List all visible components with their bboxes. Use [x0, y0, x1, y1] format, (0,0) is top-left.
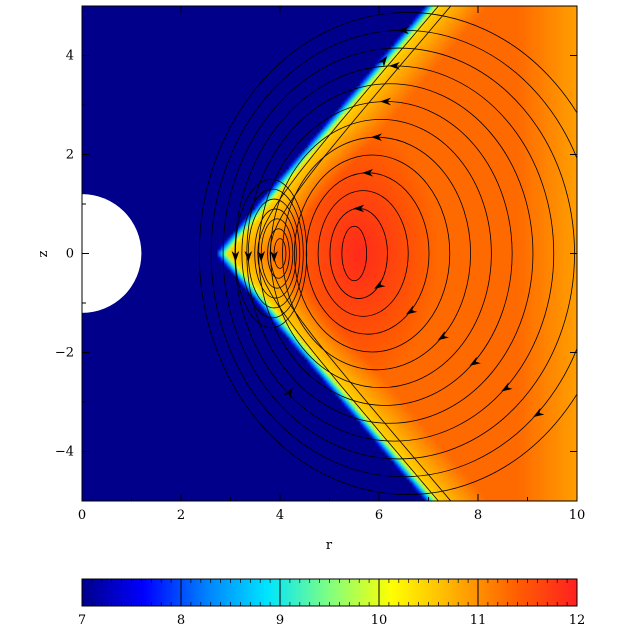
y-tick-label: 0	[66, 247, 74, 262]
y-axis: −4 −2 0 2 4	[55, 5, 577, 502]
x-tick-label: 2	[177, 508, 185, 523]
streamline	[198, 12, 577, 495]
streamline-arrow	[397, 26, 409, 35]
y-axis-label: z	[36, 250, 51, 257]
streamline	[317, 190, 409, 317]
streamline-arrow	[231, 251, 240, 262]
streamline-arrow	[283, 387, 293, 399]
colorbar-tick-label: 12	[569, 613, 586, 628]
streamline	[273, 238, 287, 269]
y-tick-label: 4	[66, 49, 74, 64]
colorbar-tick-label: 11	[470, 613, 487, 628]
y-tick-label: −4	[55, 445, 74, 460]
streamline	[257, 6, 439, 254]
streamline	[269, 253, 452, 501]
streamline-arrow	[371, 133, 383, 142]
colorbar-gradient	[82, 579, 577, 606]
x-axis-label: r	[326, 538, 333, 553]
streamline	[270, 118, 492, 389]
streamline-arrow	[379, 97, 391, 106]
plot-area	[81, 5, 578, 502]
streamline	[254, 208, 297, 299]
streamline-arrow	[405, 305, 418, 315]
streamline	[267, 228, 290, 279]
density-heatmap	[82, 6, 577, 501]
streamline-arrow	[388, 62, 400, 70]
x-axis: 0 2 4 6 8 10	[78, 6, 585, 523]
streamline-arrow	[270, 251, 278, 262]
streamline	[247, 198, 301, 309]
x-tick-label: 4	[276, 508, 284, 523]
streamline-arrow	[244, 251, 253, 262]
streamline-arrow	[257, 251, 266, 262]
streamline	[257, 253, 439, 501]
x-tick-label: 0	[78, 508, 86, 523]
x-tick-label: 8	[474, 508, 482, 523]
streamlines	[198, 6, 577, 501]
streamline	[341, 225, 368, 282]
streamline-arrow	[533, 408, 545, 418]
streamline-arrow	[437, 331, 450, 341]
streamline	[235, 178, 308, 329]
colorbar: 7 8 9 10 11 12	[78, 578, 585, 628]
central-obstacle	[82, 194, 142, 313]
streamline	[241, 188, 304, 319]
streamline	[269, 6, 452, 254]
streamline-arrow	[353, 204, 365, 213]
streamline-arrow	[362, 168, 374, 177]
streamline	[293, 154, 451, 353]
x-tick-label: 10	[569, 508, 586, 523]
colorbar-tick-label: 9	[276, 613, 284, 628]
streamline-arrow	[501, 382, 513, 392]
y-tick-label: 2	[66, 148, 74, 163]
colorbar-tick-label: 10	[371, 613, 388, 628]
colorbar-frame	[81, 578, 578, 607]
streamline-arrow	[374, 279, 386, 289]
y-tick-label: −2	[55, 346, 74, 361]
x-tick-label: 6	[375, 508, 383, 523]
colorbar-tick-label: 7	[78, 613, 86, 628]
streamline-arrow	[469, 356, 481, 366]
streamline-arrow	[377, 55, 388, 68]
colorbar-labels: 7 8 9 10 11 12	[78, 613, 585, 628]
streamline	[260, 218, 294, 289]
colorbar-tick-label: 8	[177, 613, 185, 628]
